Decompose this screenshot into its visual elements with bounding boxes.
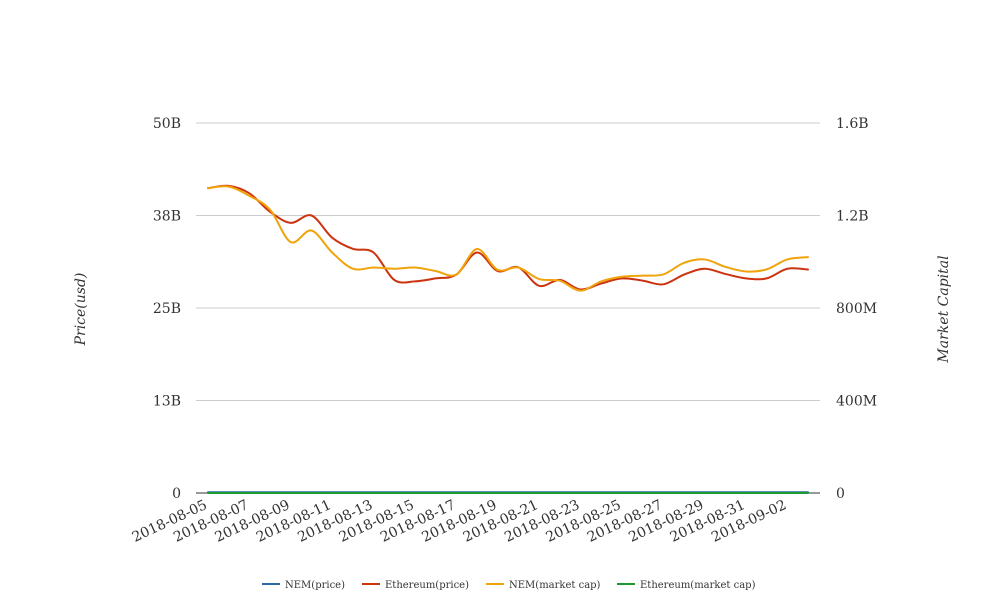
left-tick-label: 25B <box>153 301 181 317</box>
legend-item[interactable]: NEM(price) <box>262 580 345 591</box>
legend: NEM(price) Ethereum(price) NEM(market cap)… <box>262 580 756 591</box>
left-tick-label: 50B <box>153 116 181 132</box>
right-tick-label: 400M <box>836 394 877 410</box>
legend-label: Ethereum(market cap) <box>640 580 756 591</box>
legend-item[interactable]: Ethereum(price) <box>362 580 469 591</box>
legend-label: NEM(market cap) <box>509 580 601 591</box>
legend-item[interactable]: NEM(market cap) <box>486 580 601 591</box>
series-line-nem-market-cap <box>207 185 809 292</box>
right-tick-label: 1.2B <box>836 209 869 225</box>
y-axis-title-left: Price(usd) <box>73 273 89 347</box>
right-tick-label: 1.6B <box>836 116 869 132</box>
series-lines <box>207 184 809 494</box>
gridlines <box>196 122 820 401</box>
y-axis-title-right: Market Capital <box>936 255 952 363</box>
legend-label: Ethereum(price) <box>385 580 469 591</box>
legend-item[interactable]: Ethereum(market cap) <box>617 580 756 591</box>
right-axis-ticks: 0 400M 800M 1.2B 1.6B <box>836 116 877 502</box>
x-axis-ticks: 2018-08-052018-08-072018-08-092018-08-11… <box>130 497 789 546</box>
left-tick-label: 0 <box>172 486 181 502</box>
left-tick-label: 38B <box>153 209 181 225</box>
left-axis-ticks: 0 13B 25B 38B 50B <box>153 116 181 502</box>
series-line-ethereum-price <box>207 184 809 291</box>
right-tick-label: 0 <box>836 486 845 502</box>
left-tick-label: 13B <box>153 394 181 410</box>
right-tick-label: 800M <box>836 301 877 317</box>
legend-label: NEM(price) <box>285 580 345 591</box>
